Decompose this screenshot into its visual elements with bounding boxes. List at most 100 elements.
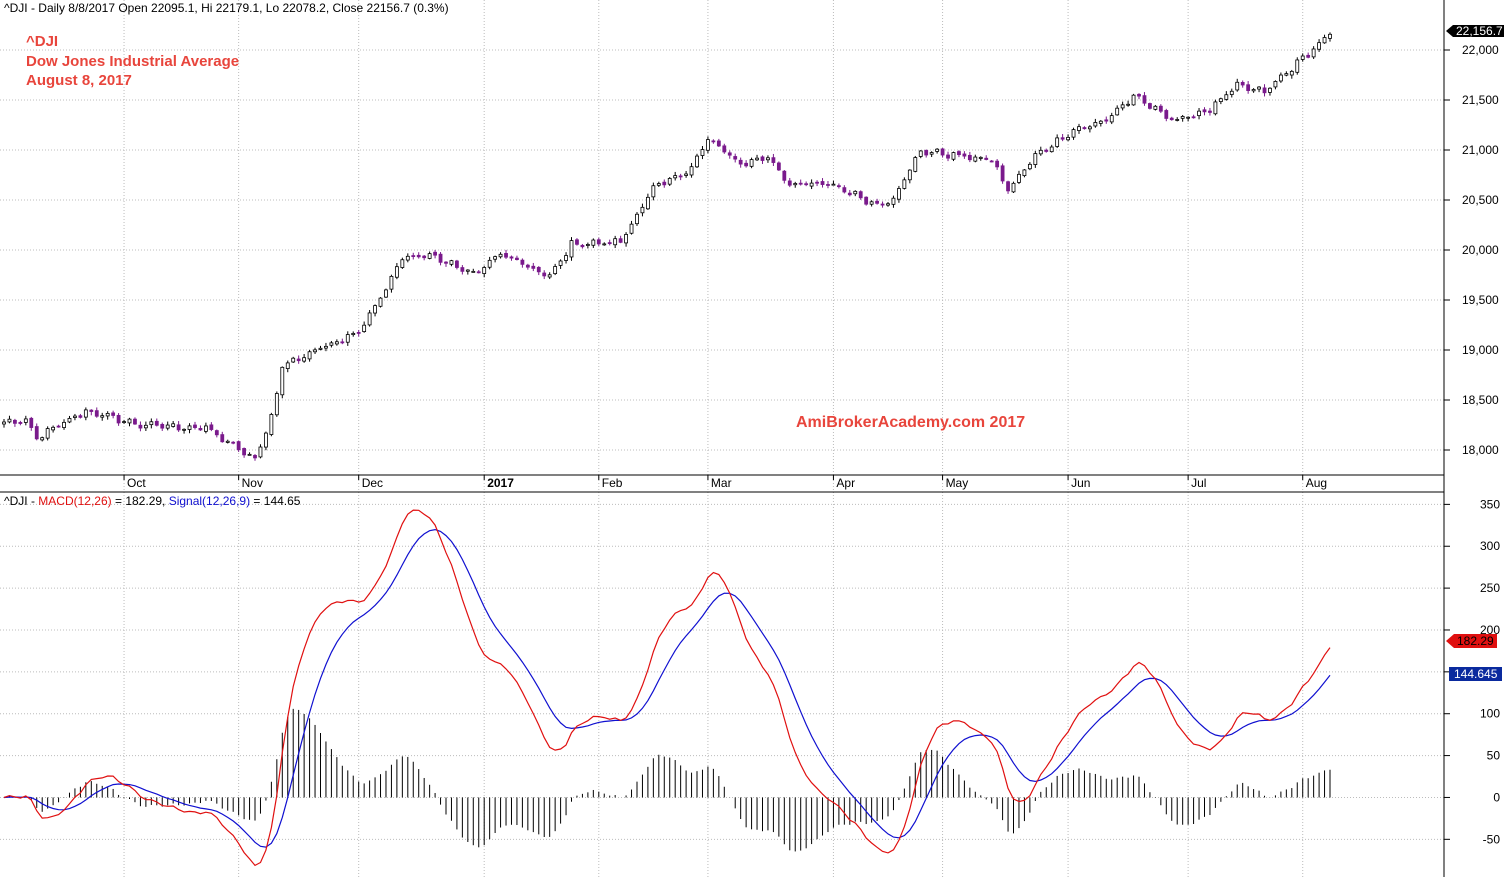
price-tick-label: 20,500 (1462, 193, 1499, 207)
candle (1142, 92, 1147, 106)
candle-body-down (875, 200, 879, 204)
candle-body-up (913, 157, 918, 172)
candle-body-down (133, 418, 137, 425)
candle-body-up (1153, 105, 1158, 110)
candle-body-down (160, 423, 165, 429)
candle-body-down (858, 191, 863, 199)
candle (580, 243, 585, 249)
price-tick-label: 20,000 (1462, 243, 1499, 257)
candle (498, 252, 503, 259)
candle (1126, 100, 1130, 107)
macd-header-macd-value: = 182.29, (112, 494, 169, 508)
candle (264, 431, 268, 451)
header-info: ^DJI - Daily 8/8/2017 Open 22095.1, Hi 2… (4, 1, 449, 15)
candle (700, 146, 705, 160)
candle-body-up (585, 244, 590, 246)
candle-body-up (285, 362, 290, 369)
macd-header-prefix: ^DJI - (4, 494, 38, 508)
candle-body-up (1295, 59, 1300, 73)
candle (1098, 119, 1103, 127)
candle (444, 261, 448, 267)
candle-body-down (1208, 110, 1212, 113)
candle-body-up (553, 266, 558, 275)
candle (897, 185, 901, 203)
macd-header-signal-value: = 144.65 (250, 494, 301, 508)
price-y-axis: 18,000 18,500 19,000 19,500 20,000 20,500 21,0… (1444, 43, 1499, 457)
candle (891, 195, 896, 208)
candle-body-down (1306, 54, 1311, 58)
candle (356, 329, 361, 337)
candle-body-down (1000, 165, 1005, 182)
candle (291, 356, 296, 363)
candle (438, 252, 443, 266)
macd-tick-label: 300 (1480, 539, 1500, 553)
candle (427, 251, 432, 260)
candle (531, 262, 536, 272)
candle-body-up (1278, 74, 1283, 82)
candle-body-down (94, 410, 99, 417)
candle (1322, 34, 1327, 44)
month-tick-label: Dec (362, 476, 383, 490)
candle-body-down (995, 160, 1000, 168)
candle-body-down (580, 244, 585, 248)
price-pane (2, 32, 1332, 461)
candle-body-down (804, 183, 809, 186)
candle (684, 170, 688, 178)
candle (307, 349, 312, 362)
candle (133, 417, 137, 425)
candle (1088, 125, 1092, 133)
candle (29, 416, 34, 431)
candle-body-down (296, 358, 301, 362)
candle-body-up (591, 239, 596, 246)
signal-line (3, 528, 1331, 848)
candle (1137, 93, 1141, 100)
candle-body-down (209, 424, 214, 430)
candle-body-up (1213, 101, 1218, 115)
candle (935, 148, 940, 154)
candle-body-down (1191, 116, 1196, 119)
price-tick-label: 19,500 (1462, 293, 1499, 307)
signal-value-tag: 144.645 (1449, 667, 1502, 681)
candle (2, 419, 6, 428)
candle (864, 196, 869, 206)
macd-pane (3, 509, 1331, 867)
candle-body-up (749, 159, 754, 167)
macd-value-tag-bg (1446, 634, 1497, 648)
candle-body-up (1311, 48, 1316, 58)
signal-value-label: 144.645 (1454, 667, 1498, 681)
candle (138, 421, 143, 432)
candle (318, 345, 323, 351)
candle (1148, 102, 1152, 110)
candle (345, 331, 350, 346)
candle-body-up (384, 289, 388, 298)
candle (165, 421, 170, 431)
candle-body-up (1328, 33, 1332, 39)
month-tick-label: Oct (127, 476, 146, 490)
candle-body-up (1322, 37, 1327, 44)
candle (18, 420, 23, 426)
candle (946, 151, 950, 162)
candle (1153, 104, 1158, 111)
candle-body-up (351, 332, 356, 336)
candle-body-up (1284, 73, 1289, 76)
candle-body-up (793, 183, 798, 186)
candle (591, 238, 596, 248)
candle-body-down (1006, 181, 1010, 192)
candle (100, 412, 105, 421)
candle-body-up (1289, 70, 1294, 76)
candle-body-down (13, 419, 17, 424)
candle (13, 418, 17, 427)
candle-body-up (689, 166, 694, 176)
candle-body-down (940, 148, 945, 156)
candle (1071, 127, 1076, 140)
candle (880, 201, 885, 208)
candle-body-up (1131, 94, 1136, 106)
candle (1000, 163, 1005, 184)
price-tick-label: 22,000 (1462, 43, 1499, 57)
candle-body-down (967, 154, 972, 161)
candle-body-up (23, 418, 28, 423)
date-x-axis: Oct Nov Dec 2017 Feb Mar Apr May Jun Jul Aug (123, 475, 1327, 490)
candle-body-up (667, 178, 672, 185)
candle (716, 138, 721, 148)
candle (400, 257, 405, 269)
